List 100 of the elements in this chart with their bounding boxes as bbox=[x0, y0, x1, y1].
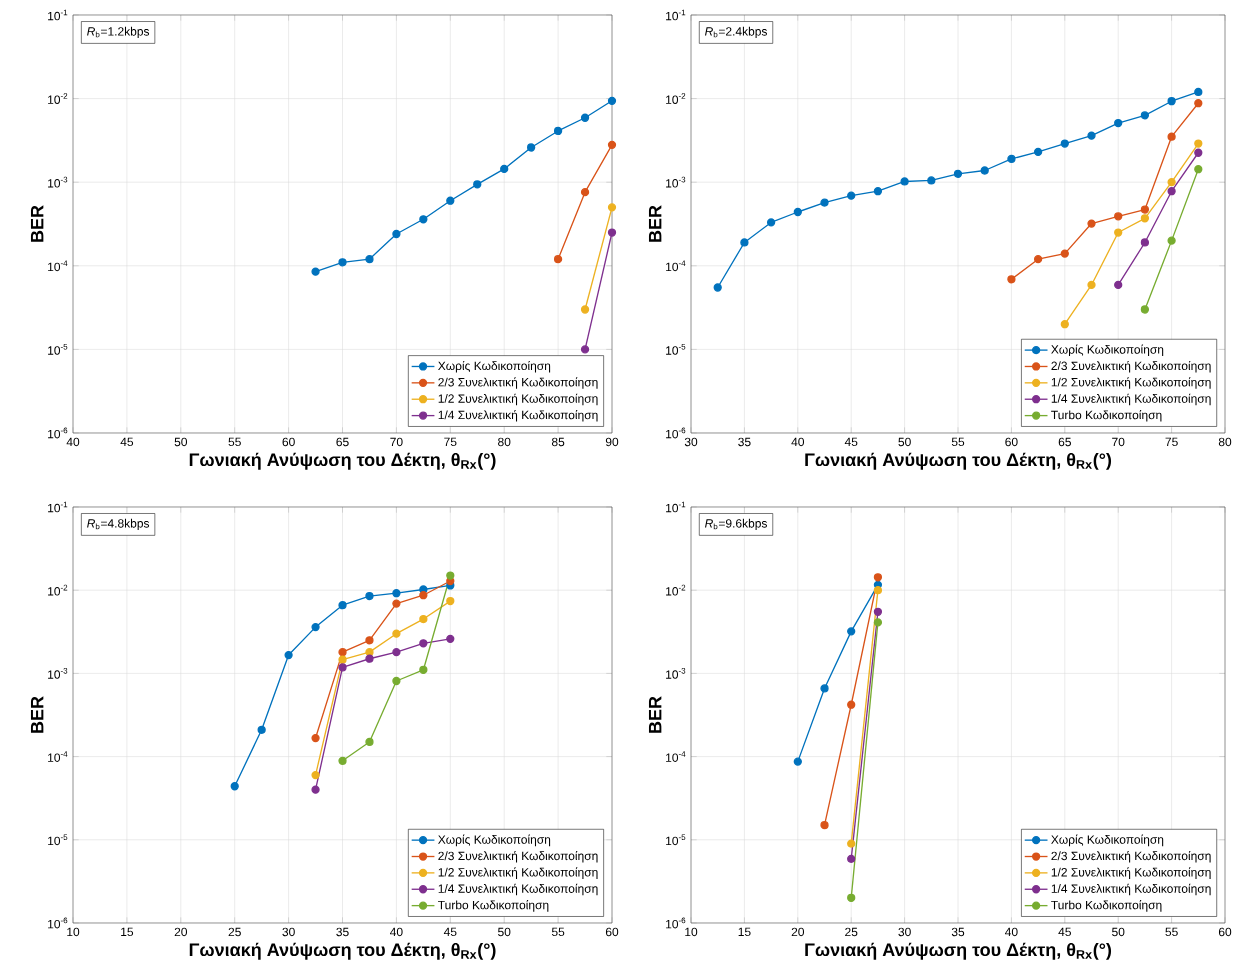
x-tick-label: 45 bbox=[120, 437, 134, 447]
point bbox=[419, 614, 428, 624]
point bbox=[1140, 214, 1150, 223]
legend-label: Χωρίς Κωδικοποίηση bbox=[438, 834, 551, 847]
point bbox=[1194, 148, 1203, 157]
legend-label: 1/2 Συνελικτική Κωδικοποίηση bbox=[438, 393, 598, 406]
point bbox=[311, 770, 320, 780]
x-tick-label: 75 bbox=[444, 437, 457, 447]
legend-label: 1/2 Συνελικτική Κωδικοποίηση bbox=[1051, 377, 1211, 389]
point bbox=[1194, 165, 1203, 174]
point bbox=[1140, 111, 1150, 120]
point bbox=[847, 700, 856, 709]
point bbox=[607, 96, 617, 105]
point bbox=[1140, 205, 1150, 214]
annotation: R$_{b}$=1.2kbps bbox=[87, 26, 150, 39]
point bbox=[553, 126, 563, 136]
x-axis-title: Γωνιακή Ανύψωση του Δέκτη, θ$_{Rx}$(°) bbox=[805, 452, 1112, 470]
y-tick-label: 10$^{-6}$ bbox=[666, 917, 686, 929]
x-tick-label: 35 bbox=[738, 437, 751, 447]
y-axis-title: BER bbox=[30, 696, 44, 733]
point bbox=[873, 573, 883, 582]
x-axis-title: Γωνιακή Ανύψωση του Δέκτη, θ$_{Rx}$(°) bbox=[189, 452, 496, 470]
point bbox=[873, 607, 883, 616]
x-tick-label: 15 bbox=[121, 927, 134, 937]
point bbox=[607, 228, 617, 237]
point bbox=[284, 650, 293, 660]
annotation: R$_{b}$=2.4kbps bbox=[705, 26, 767, 39]
point bbox=[1033, 147, 1043, 157]
legend-label: Turbo Κωδικοποίηση bbox=[1051, 410, 1162, 422]
point bbox=[580, 113, 590, 122]
legend-label: Χωρίς Κωδικοποίηση bbox=[1051, 344, 1164, 357]
point bbox=[847, 839, 856, 848]
point bbox=[900, 177, 909, 186]
legend-label: Χωρίς Κωδικοποίηση bbox=[1051, 834, 1164, 847]
legend-label: 1/4 Συνελικτική Κωδικοποίηση bbox=[438, 410, 598, 422]
y-tick-label: 10$^{-1}$ bbox=[666, 501, 686, 513]
point bbox=[1140, 305, 1150, 314]
point bbox=[338, 756, 347, 765]
point bbox=[740, 238, 749, 247]
x-tick-label: 35 bbox=[336, 927, 349, 937]
x-tick-label: 25 bbox=[228, 927, 241, 937]
x-tick-label: 80 bbox=[1218, 437, 1232, 447]
point bbox=[847, 191, 856, 200]
point bbox=[392, 676, 401, 686]
x-tick-label: 55 bbox=[228, 437, 241, 447]
x-tick-label: 50 bbox=[498, 927, 511, 937]
y-tick-label: 10$^{-1}$ bbox=[48, 9, 68, 21]
legend-label: 1/4 Συνελικτική Κωδικοποίηση bbox=[438, 883, 598, 896]
point bbox=[365, 255, 374, 264]
point bbox=[1033, 255, 1043, 264]
x-tick-label: 40 bbox=[1005, 927, 1018, 937]
point bbox=[500, 164, 509, 174]
y-tick-label: 10$^{-2}$ bbox=[48, 584, 68, 596]
point bbox=[1194, 87, 1203, 97]
y-tick-label: 10$^{-6}$ bbox=[48, 917, 68, 929]
point bbox=[927, 176, 936, 185]
point bbox=[338, 601, 347, 610]
y-tick-label: 10$^{-3}$ bbox=[666, 176, 686, 188]
point bbox=[820, 684, 829, 693]
legend-label: 2/3 Συνελικτική Κωδικοποίηση bbox=[1051, 851, 1211, 863]
legend-label: 2/3 Συνελικτική Κωδικοποίηση bbox=[438, 377, 598, 389]
annotation: R$_{b}$=9.6kbps bbox=[705, 518, 767, 531]
point bbox=[365, 737, 374, 747]
y-tick-label: 10$^{-5}$ bbox=[48, 834, 68, 846]
y-tick-label: 10$^{-6}$ bbox=[666, 427, 686, 439]
point bbox=[1167, 97, 1176, 106]
x-tick-label: 60 bbox=[1218, 927, 1232, 937]
y-tick-label: 10$^{-4}$ bbox=[666, 751, 686, 762]
x-tick-label: 25 bbox=[845, 927, 858, 937]
point bbox=[580, 305, 590, 314]
x-tick-label: 20 bbox=[174, 927, 188, 937]
y-tick-label: 10$^{-4}$ bbox=[666, 260, 686, 272]
point bbox=[873, 187, 883, 196]
point bbox=[1114, 212, 1123, 221]
y-axis-title: BER bbox=[30, 205, 44, 242]
point bbox=[1060, 320, 1069, 329]
legend-label: Turbo Κωδικοποίηση bbox=[1051, 900, 1162, 912]
legend-label: 2/3 Συνελικτική Κωδικοποίηση bbox=[1051, 360, 1211, 373]
point bbox=[338, 648, 347, 657]
point bbox=[820, 821, 829, 830]
point bbox=[392, 229, 401, 239]
point bbox=[365, 654, 374, 663]
point bbox=[1167, 178, 1176, 187]
point bbox=[1087, 219, 1096, 228]
point bbox=[1087, 280, 1096, 290]
point bbox=[607, 203, 617, 212]
point bbox=[1007, 275, 1016, 284]
point bbox=[446, 596, 455, 606]
y-tick-label: 10$^{-1}$ bbox=[48, 501, 68, 513]
x-tick-label: 85 bbox=[551, 437, 565, 447]
y-axis-title: BER bbox=[648, 205, 662, 242]
point bbox=[1194, 139, 1203, 148]
point bbox=[419, 639, 428, 648]
point bbox=[527, 143, 536, 152]
x-tick-label: 50 bbox=[1112, 927, 1125, 937]
y-tick-label: 10$^{-4}$ bbox=[48, 260, 68, 272]
x-tick-label: 30 bbox=[898, 927, 911, 937]
point bbox=[847, 627, 856, 636]
point bbox=[446, 571, 455, 580]
point bbox=[1140, 238, 1150, 247]
